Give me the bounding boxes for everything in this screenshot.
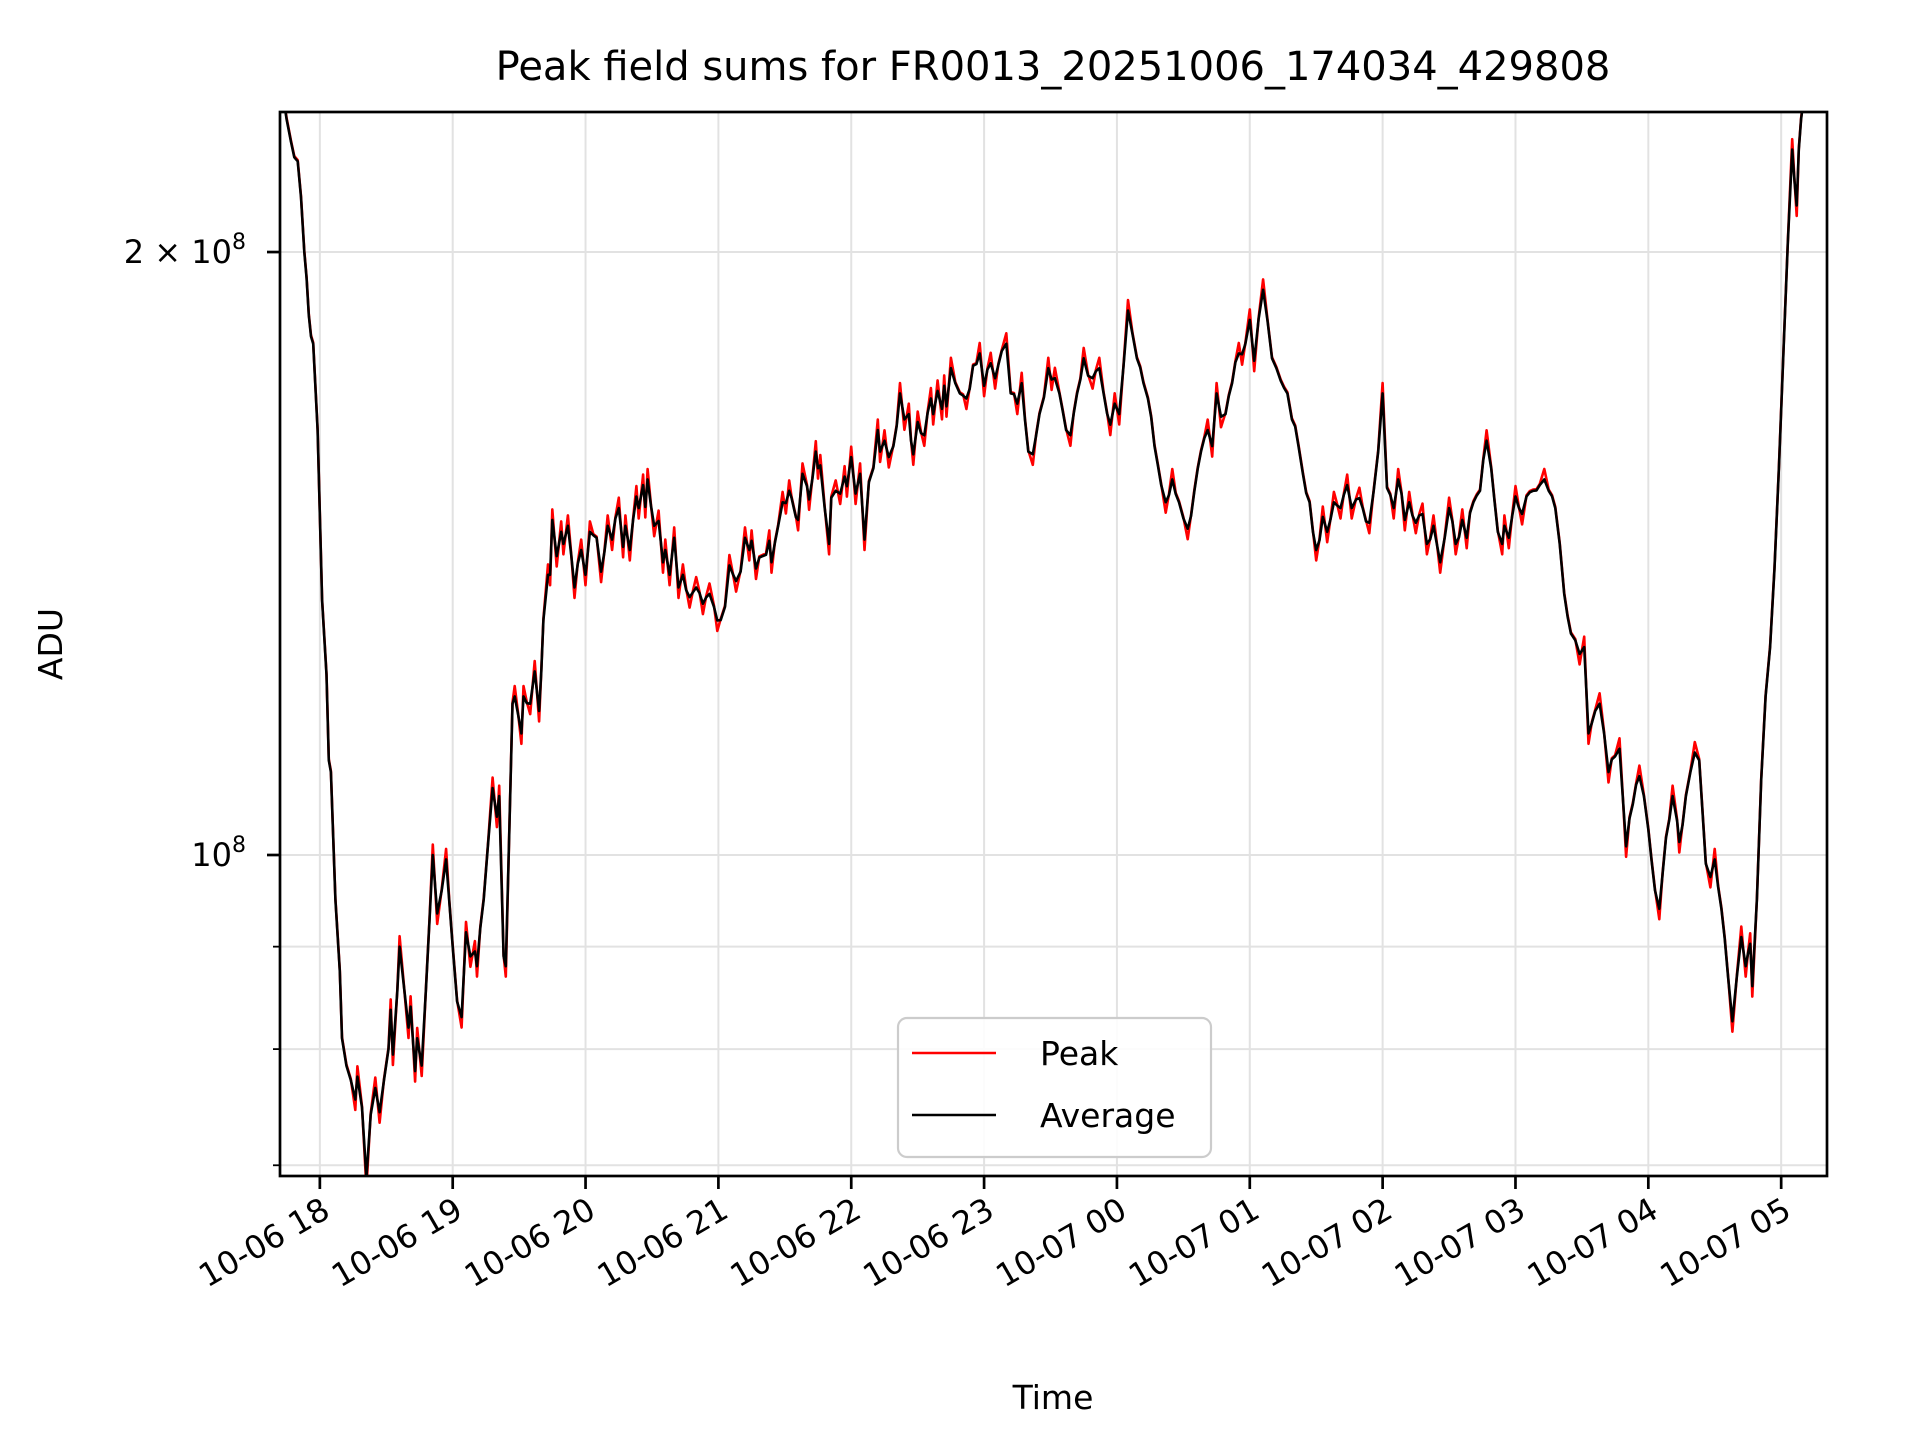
legend-peak-label: Peak xyxy=(1040,1034,1119,1073)
x-tick-label: 10-06 19 xyxy=(325,1190,469,1295)
x-tick-label: 10-07 00 xyxy=(989,1190,1133,1295)
legend-average-label: Average xyxy=(1040,1096,1176,1135)
axis-ticks xyxy=(267,250,1783,1189)
chart-title: Peak field sums for FR0013_20251006_1740… xyxy=(496,44,1611,90)
legend: Peak Average xyxy=(896,1016,1213,1159)
series-average-line xyxy=(284,112,1804,1176)
legend-item-peak: Peak xyxy=(912,1034,1119,1073)
grid-lines xyxy=(280,112,1827,1176)
x-tick-label: 10-07 02 xyxy=(1255,1190,1399,1295)
x-tick-label: 10-06 23 xyxy=(856,1190,1000,1295)
x-tick-label: 10-07 05 xyxy=(1654,1190,1798,1295)
x-axis-label: Time xyxy=(1012,1378,1094,1417)
plot-area-border xyxy=(278,110,1829,1178)
x-tick-label: 10-07 01 xyxy=(1122,1190,1266,1295)
y-tick-label: 2 × 108 xyxy=(124,230,246,271)
x-tick-label: 10-06 22 xyxy=(724,1190,868,1295)
x-tick-label: 10-06 20 xyxy=(458,1190,602,1295)
x-tick-label: 10-07 04 xyxy=(1521,1190,1665,1295)
x-tick-label: 10-06 18 xyxy=(192,1190,336,1295)
y-tick-label: 108 xyxy=(191,833,246,874)
y-axis-label: ADU xyxy=(31,608,70,680)
x-tick-label: 10-06 21 xyxy=(591,1190,735,1295)
legend-item-average: Average xyxy=(912,1096,1176,1135)
x-tick-label: 10-07 03 xyxy=(1388,1190,1532,1295)
